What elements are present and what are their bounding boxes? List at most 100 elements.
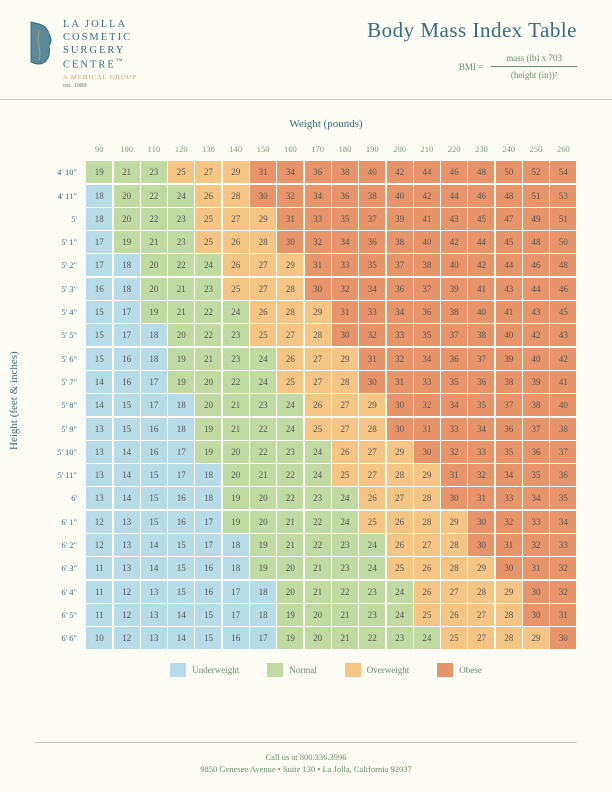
bmi-cell: 38 bbox=[441, 301, 467, 323]
bmi-cell: 30 bbox=[359, 371, 385, 393]
bmi-cell: 12 bbox=[114, 604, 140, 626]
weight-header: 100 bbox=[114, 138, 140, 160]
height-header: 5' 6" bbox=[45, 348, 85, 370]
bmi-cell: 38 bbox=[496, 371, 522, 393]
bmi-cell: 21 bbox=[332, 604, 358, 626]
bmi-cell: 28 bbox=[223, 185, 249, 207]
bmi-cell: 15 bbox=[168, 557, 194, 579]
bmi-cell: 12 bbox=[114, 581, 140, 603]
bmi-cell: 20 bbox=[141, 254, 167, 276]
bmi-cell: 42 bbox=[523, 324, 549, 346]
bmi-cell: 39 bbox=[496, 348, 522, 370]
bmi-cell: 36 bbox=[305, 161, 331, 183]
bmi-cell: 22 bbox=[168, 254, 194, 276]
footer-phone: Call us at 800.336.3996 bbox=[35, 751, 577, 764]
bmi-cell: 35 bbox=[468, 394, 494, 416]
bmi-cell: 16 bbox=[168, 511, 194, 533]
bmi-cell: 21 bbox=[250, 464, 276, 486]
bmi-cell: 48 bbox=[468, 161, 494, 183]
bmi-cell: 20 bbox=[114, 185, 140, 207]
bmi-cell: 31 bbox=[332, 301, 358, 323]
bmi-cell: 15 bbox=[168, 534, 194, 556]
bmi-cell: 35 bbox=[332, 208, 358, 230]
weight-header: 110 bbox=[141, 138, 167, 160]
bmi-cell: 32 bbox=[305, 231, 331, 253]
bmi-cell: 42 bbox=[468, 254, 494, 276]
bmi-cell: 26 bbox=[359, 487, 385, 509]
bmi-cell: 17 bbox=[141, 394, 167, 416]
weight-header: 140 bbox=[223, 138, 249, 160]
bmi-cell: 40 bbox=[468, 301, 494, 323]
bmi-cell: 27 bbox=[332, 394, 358, 416]
bmi-cell: 37 bbox=[387, 254, 413, 276]
bmi-cell: 25 bbox=[414, 604, 440, 626]
bmi-cell: 17 bbox=[250, 627, 276, 649]
bmi-cell: 18 bbox=[141, 324, 167, 346]
footer-address: 9850 Genesee Avenue • Suite 130 • La Jol… bbox=[35, 763, 577, 776]
bmi-cell: 34 bbox=[496, 464, 522, 486]
height-header: 6' 1" bbox=[45, 511, 85, 533]
bmi-cell: 30 bbox=[414, 441, 440, 463]
bmi-cell: 19 bbox=[277, 604, 303, 626]
bmi-cell: 27 bbox=[305, 348, 331, 370]
height-header: 5' 4" bbox=[45, 301, 85, 323]
bmi-cell: 16 bbox=[168, 487, 194, 509]
bmi-cell: 32 bbox=[550, 581, 576, 603]
brand-est: est. 1988 bbox=[63, 82, 137, 89]
bmi-cell: 33 bbox=[332, 254, 358, 276]
bmi-cell: 18 bbox=[168, 394, 194, 416]
bmi-cell: 36 bbox=[496, 418, 522, 440]
bmi-cell: 32 bbox=[468, 464, 494, 486]
bmi-cell: 17 bbox=[223, 604, 249, 626]
bmi-cell: 45 bbox=[496, 231, 522, 253]
bmi-cell: 21 bbox=[195, 348, 221, 370]
bmi-cell: 43 bbox=[550, 324, 576, 346]
bmi-cell: 25 bbox=[332, 464, 358, 486]
bmi-cell: 26 bbox=[223, 231, 249, 253]
bmi-cell: 52 bbox=[523, 161, 549, 183]
legend-swatch bbox=[170, 663, 186, 677]
bmi-cell: 22 bbox=[250, 418, 276, 440]
bmi-cell: 22 bbox=[359, 627, 385, 649]
height-header: 5' 3" bbox=[45, 278, 85, 300]
bmi-cell: 27 bbox=[468, 627, 494, 649]
bmi-cell: 18 bbox=[114, 254, 140, 276]
bmi-cell: 23 bbox=[305, 487, 331, 509]
bmi-grid: 9010011012013014015016017018019020021022… bbox=[45, 138, 582, 649]
bmi-cell: 39 bbox=[441, 278, 467, 300]
bmi-cell: 50 bbox=[496, 161, 522, 183]
bmi-cell: 31 bbox=[496, 534, 522, 556]
bmi-cell: 33 bbox=[496, 487, 522, 509]
bmi-cell: 24 bbox=[332, 511, 358, 533]
bmi-cell: 24 bbox=[359, 534, 385, 556]
bmi-cell: 16 bbox=[195, 581, 221, 603]
bmi-cell: 22 bbox=[141, 185, 167, 207]
bmi-cell: 25 bbox=[277, 371, 303, 393]
bmi-cell: 28 bbox=[441, 534, 467, 556]
bmi-cell: 30 bbox=[332, 324, 358, 346]
bmi-cell: 50 bbox=[550, 231, 576, 253]
bmi-cell: 11 bbox=[86, 581, 112, 603]
bmi-cell: 27 bbox=[250, 254, 276, 276]
bmi-cell: 26 bbox=[332, 441, 358, 463]
bmi-cell: 21 bbox=[223, 394, 249, 416]
bmi-cell: 13 bbox=[86, 441, 112, 463]
bmi-cell: 27 bbox=[223, 208, 249, 230]
bmi-cell: 29 bbox=[468, 557, 494, 579]
bmi-cell: 12 bbox=[86, 534, 112, 556]
bmi-cell: 22 bbox=[223, 371, 249, 393]
bmi-cell: 15 bbox=[195, 627, 221, 649]
bmi-cell: 17 bbox=[86, 231, 112, 253]
bmi-cell: 27 bbox=[359, 441, 385, 463]
bmi-cell: 33 bbox=[414, 371, 440, 393]
legend-item: Normal bbox=[267, 663, 317, 677]
bmi-cell: 24 bbox=[305, 441, 331, 463]
bmi-cell: 29 bbox=[414, 464, 440, 486]
bmi-cell: 26 bbox=[277, 348, 303, 370]
legend-label: Obese bbox=[459, 665, 482, 675]
bmi-cell: 38 bbox=[359, 185, 385, 207]
bmi-cell: 27 bbox=[277, 324, 303, 346]
bmi-cell: 14 bbox=[168, 604, 194, 626]
bmi-cell: 24 bbox=[195, 254, 221, 276]
legend-label: Normal bbox=[289, 665, 317, 675]
